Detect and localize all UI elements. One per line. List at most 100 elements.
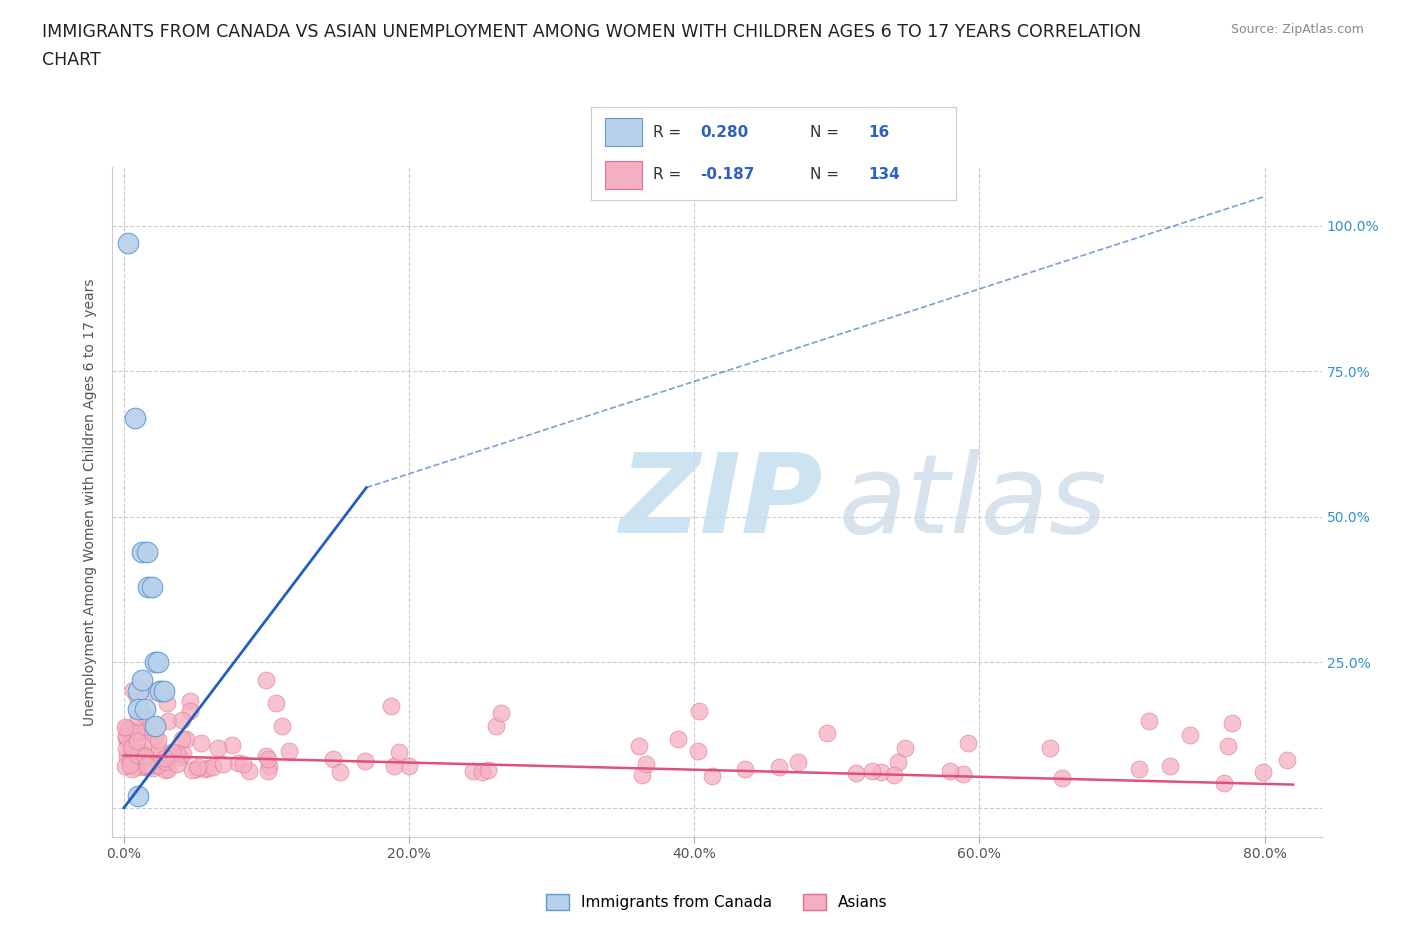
Point (257, 751, 280, 766)
Point (156, 696, 179, 711)
Point (786, 754, 808, 769)
Point (1222, 716, 1244, 731)
Point (156, 762, 179, 777)
Point (630, 767, 652, 782)
Point (127, 701, 149, 716)
Point (148, 682, 170, 697)
Point (228, 756, 250, 771)
Point (117, 722, 139, 737)
Point (1039, 740, 1062, 755)
Point (278, 744, 301, 759)
Point (166, 745, 188, 760)
Point (668, 731, 690, 746)
Point (146, 751, 169, 765)
Point (114, 742, 136, 757)
Point (134, 758, 156, 773)
Point (380, 698, 402, 713)
Point (114, 759, 136, 774)
Point (354, 753, 377, 768)
Point (194, 761, 217, 776)
Point (121, 740, 143, 755)
Point (145, 729, 167, 744)
Text: ZIP: ZIP (620, 448, 824, 556)
Text: N =: N = (810, 125, 844, 140)
Point (141, 756, 163, 771)
Point (134, 760, 156, 775)
Point (129, 748, 152, 763)
Point (143, 757, 166, 772)
Point (120, 725, 142, 740)
Point (135, 758, 157, 773)
Point (146, 655, 169, 670)
Point (398, 759, 420, 774)
Point (870, 764, 893, 779)
Point (471, 765, 494, 780)
Point (121, 762, 143, 777)
Text: 16: 16 (869, 125, 890, 140)
Text: 134: 134 (869, 167, 900, 182)
Point (768, 760, 790, 775)
Text: CHART: CHART (42, 51, 101, 69)
Point (477, 763, 499, 777)
Point (135, 544, 157, 559)
Point (461, 764, 484, 778)
Point (180, 763, 202, 777)
Point (153, 763, 176, 777)
Point (264, 696, 287, 711)
Point (939, 764, 962, 778)
Point (257, 759, 280, 774)
Point (1159, 759, 1181, 774)
Point (169, 750, 191, 764)
Point (138, 752, 160, 767)
Point (125, 724, 148, 738)
Point (131, 744, 153, 759)
Point (155, 751, 177, 765)
Point (134, 749, 156, 764)
Point (127, 747, 149, 762)
Point (212, 756, 235, 771)
Point (688, 704, 710, 719)
Point (115, 729, 138, 744)
Point (148, 684, 170, 698)
Point (734, 762, 756, 777)
Point (815, 725, 838, 740)
Point (322, 751, 344, 766)
Point (143, 719, 166, 734)
Point (176, 732, 198, 747)
Point (1128, 762, 1150, 777)
Point (132, 707, 155, 722)
Point (1216, 738, 1239, 753)
Point (131, 748, 153, 763)
Point (1275, 752, 1298, 767)
Point (148, 741, 170, 756)
Point (115, 720, 138, 735)
Point (952, 766, 974, 781)
Legend: Immigrants from Canada, Asians: Immigrants from Canada, Asians (540, 888, 894, 916)
Point (256, 749, 278, 764)
Text: IMMIGRANTS FROM CANADA VS ASIAN UNEMPLOYMENT AMONG WOMEN WITH CHILDREN AGES 6 TO: IMMIGRANTS FROM CANADA VS ASIAN UNEMPLOY… (42, 23, 1142, 41)
Point (142, 761, 165, 776)
Text: -0.187: -0.187 (700, 167, 755, 182)
Point (115, 733, 138, 748)
Point (489, 706, 512, 721)
Point (114, 728, 136, 743)
Point (172, 731, 194, 746)
Point (254, 672, 277, 687)
Point (844, 765, 866, 780)
Point (202, 760, 225, 775)
Point (172, 747, 194, 762)
Point (329, 764, 352, 779)
Point (143, 655, 166, 670)
Point (221, 737, 243, 752)
Point (115, 750, 138, 764)
Point (170, 713, 193, 728)
Point (117, 723, 139, 737)
Point (636, 756, 658, 771)
Point (157, 748, 180, 763)
Point (136, 579, 159, 594)
Point (388, 745, 411, 760)
Point (1178, 727, 1201, 742)
Point (131, 724, 153, 738)
Point (155, 754, 177, 769)
Point (139, 716, 162, 731)
